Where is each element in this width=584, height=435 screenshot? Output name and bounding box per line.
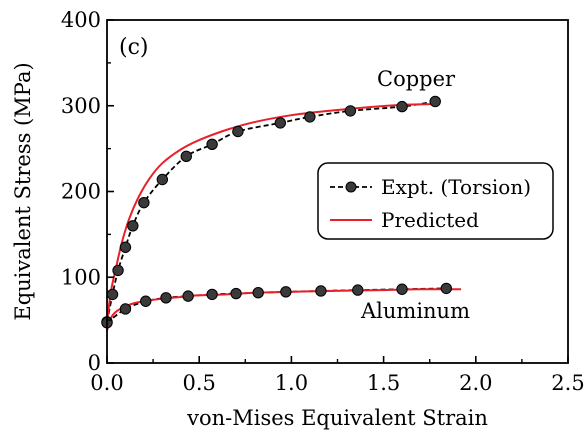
annotation-copper: Copper bbox=[377, 67, 456, 91]
y-axis-title: Equivalent Stress (MPa) bbox=[11, 62, 35, 320]
data-point-copper bbox=[429, 95, 441, 108]
y-tick-label: 100 bbox=[61, 265, 101, 289]
data-point-aluminum bbox=[352, 284, 364, 296]
x-tick-label: 0.0 bbox=[90, 371, 123, 395]
data-point-aluminum bbox=[140, 295, 152, 307]
data-point-copper bbox=[232, 125, 244, 138]
data-point-aluminum bbox=[182, 290, 194, 302]
data-point-copper bbox=[180, 150, 192, 163]
panel-label: (c) bbox=[119, 35, 149, 60]
x-tick-label: 2.0 bbox=[459, 371, 492, 395]
x-tick-label: 2.5 bbox=[551, 371, 584, 395]
data-point-copper bbox=[274, 117, 287, 129]
data-point-aluminum bbox=[280, 286, 292, 298]
x-tick-label: 1.0 bbox=[275, 371, 308, 395]
data-point-copper bbox=[106, 288, 119, 301]
data-point-copper bbox=[119, 241, 132, 253]
data-point-copper bbox=[206, 138, 218, 151]
annotation-aluminum: Aluminum bbox=[360, 299, 470, 323]
legend-label-predicted: Predicted bbox=[381, 208, 479, 232]
data-point-copper bbox=[156, 173, 169, 186]
legend-box bbox=[317, 162, 554, 240]
data-point-copper bbox=[396, 100, 408, 113]
x-axis-title: von-Mises Equivalent Strain bbox=[186, 406, 488, 430]
legend-label-expt: Expt. (Torsion) bbox=[381, 175, 531, 199]
data-point-aluminum bbox=[160, 292, 172, 304]
data-point-copper bbox=[344, 105, 357, 117]
ticks-layer: 0.0 0.5 1.0 1.5 2.0 2.5 0 100 200 300 400 bbox=[61, 8, 584, 395]
data-point-aluminum bbox=[252, 286, 264, 299]
data-point-aluminum bbox=[230, 287, 242, 300]
data-layer bbox=[101, 95, 462, 331]
data-point-aluminum bbox=[206, 288, 218, 301]
legend-swatch-expt-marker bbox=[345, 181, 357, 193]
x-tick-label: 1.5 bbox=[367, 371, 400, 395]
data-point-copper bbox=[304, 111, 316, 123]
data-point-copper bbox=[138, 196, 150, 209]
series-line-predicted-copper bbox=[106, 103, 439, 325]
data-point-copper bbox=[112, 264, 124, 277]
x-tick-label: 0.5 bbox=[182, 371, 215, 395]
y-tick-label: 400 bbox=[61, 8, 101, 32]
data-point-aluminum bbox=[396, 283, 408, 295]
legend: Expt. (Torsion) Predicted bbox=[317, 162, 554, 240]
data-point-aluminum bbox=[315, 285, 327, 297]
data-point-aluminum bbox=[440, 282, 452, 295]
data-point-copper bbox=[127, 220, 139, 232]
data-point-aluminum bbox=[119, 303, 132, 315]
y-tick-label: 300 bbox=[61, 94, 101, 118]
y-tick-label: 200 bbox=[61, 180, 101, 204]
y-tick-label: 0 bbox=[88, 351, 101, 375]
